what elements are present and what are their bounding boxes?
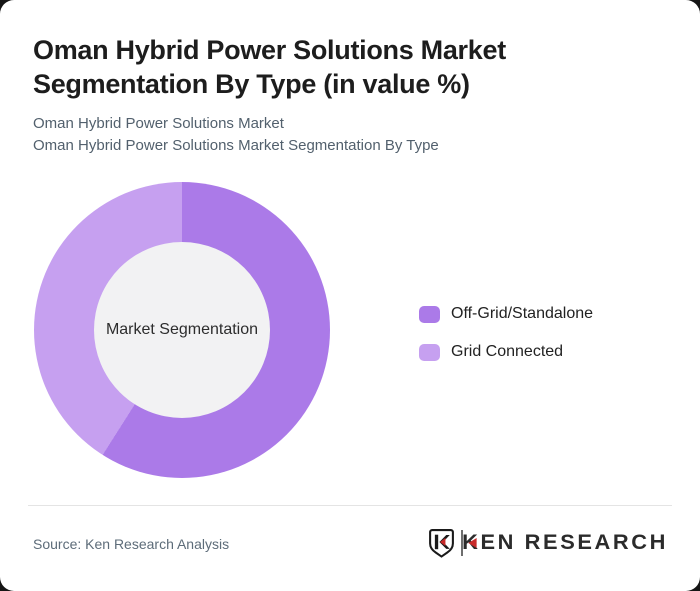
footer-divider — [28, 505, 672, 506]
subtitle-line-2: Oman Hybrid Power Solutions Market Segme… — [33, 136, 439, 154]
donut-chart[interactable]: Market Segmentation — [34, 182, 330, 478]
legend-swatch-off-grid — [419, 305, 440, 323]
legend-label-grid-connected: Grid Connected — [451, 343, 564, 360]
donut-hole: Market Segmentation — [94, 242, 270, 418]
ken-research-logo: K EN RESEARCH — [429, 528, 668, 558]
wordmark-letter-k: K — [462, 531, 481, 554]
chart-title: Oman Hybrid Power Solutions Market Segme… — [33, 35, 506, 99]
ken-research-wordmark: K EN RESEARCH — [462, 531, 668, 555]
donut-center-label: Market Segmentation — [105, 321, 259, 338]
legend-swatch-grid-connected — [419, 343, 440, 361]
subtitle-line-1: Oman Hybrid Power Solutions Market — [33, 115, 284, 132]
chart-legend: Off-Grid/Standalone Grid Connected — [419, 303, 593, 363]
ken-research-shield-icon — [429, 528, 454, 558]
logo-separator — [460, 530, 463, 556]
legend-item-grid-connected[interactable]: Grid Connected — [419, 341, 593, 363]
legend-item-off-grid[interactable]: Off-Grid/Standalone — [419, 303, 593, 325]
wordmark-rest: EN RESEARCH — [480, 531, 668, 554]
chart-subtitle: Oman Hybrid Power Solutions Market Oman … — [33, 113, 439, 156]
source-text: Source: Ken Research Analysis — [33, 536, 230, 552]
legend-label-off-grid: Off-Grid/Standalone — [451, 305, 594, 322]
